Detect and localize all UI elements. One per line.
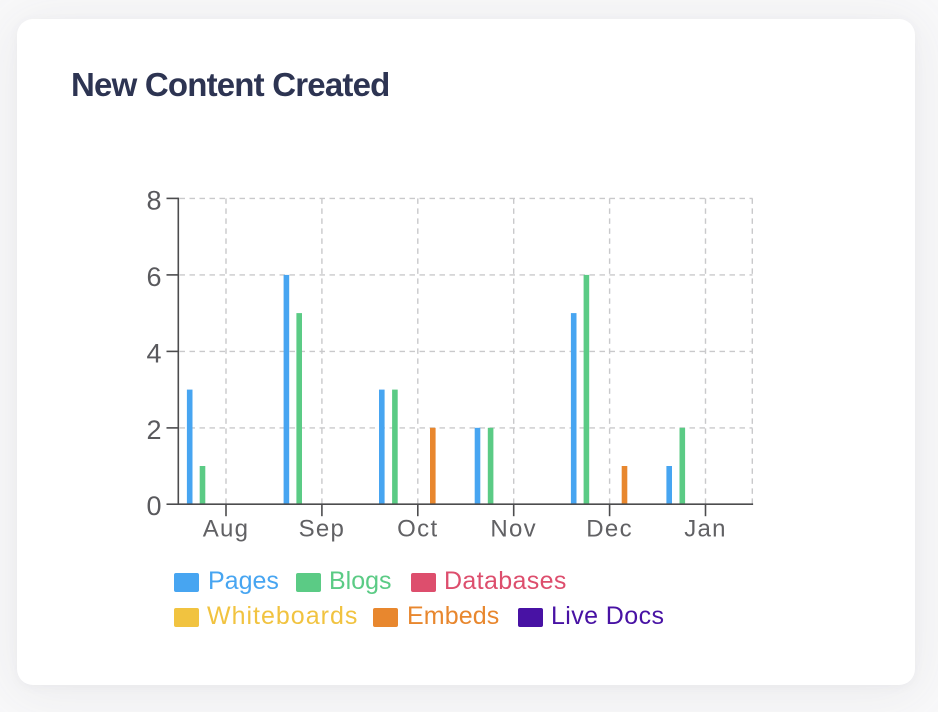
svg-text:2: 2 [146,415,161,445]
svg-text:8: 8 [146,185,161,215]
svg-text:6: 6 [146,262,161,292]
svg-text:0: 0 [146,491,161,521]
svg-text:Jan: Jan [684,516,727,543]
svg-text:Sep: Sep [299,516,346,543]
svg-text:Dec: Dec [586,516,633,543]
svg-text:Oct: Oct [397,516,438,543]
svg-text:4: 4 [146,338,161,368]
svg-text:Aug: Aug [203,516,250,543]
svg-text:Nov: Nov [490,516,537,543]
